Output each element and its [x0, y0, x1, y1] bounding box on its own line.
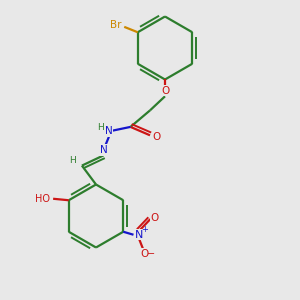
Text: H: H	[97, 123, 104, 132]
Text: +: +	[141, 225, 148, 234]
Text: O: O	[161, 86, 169, 96]
Text: H: H	[69, 156, 76, 165]
Text: O: O	[151, 213, 159, 223]
Text: O: O	[152, 132, 161, 142]
Text: N: N	[100, 145, 107, 155]
Text: N: N	[105, 126, 113, 136]
Text: Br: Br	[110, 20, 122, 30]
Text: O: O	[140, 249, 148, 259]
Text: −: −	[147, 249, 155, 259]
Text: HO: HO	[35, 194, 50, 204]
Text: N: N	[135, 230, 143, 240]
